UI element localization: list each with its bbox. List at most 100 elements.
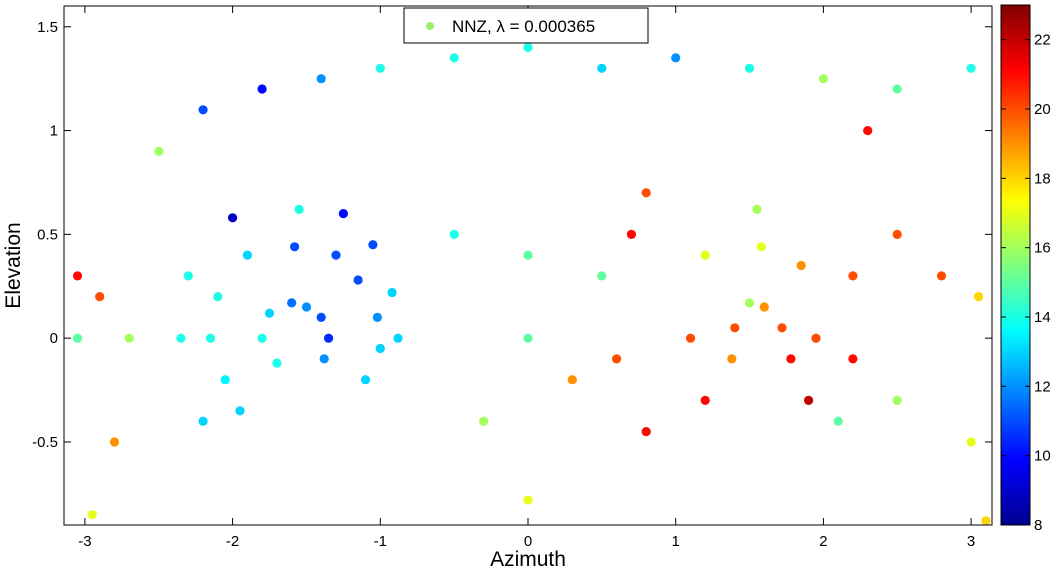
data-point bbox=[124, 333, 134, 343]
data-point bbox=[523, 495, 533, 505]
data-point bbox=[72, 333, 83, 343]
data-point bbox=[804, 395, 814, 405]
y-tick-label: 1 bbox=[50, 123, 58, 140]
y-tick-label: 0.5 bbox=[37, 226, 58, 243]
data-point bbox=[479, 416, 489, 426]
data-point bbox=[796, 260, 806, 271]
data-point bbox=[892, 229, 902, 239]
data-point bbox=[393, 333, 403, 343]
data-point bbox=[290, 242, 300, 252]
data-point bbox=[567, 375, 577, 385]
data-point bbox=[892, 84, 902, 94]
data-point bbox=[387, 287, 397, 298]
data-point bbox=[449, 229, 459, 239]
data-point bbox=[338, 209, 348, 219]
data-point bbox=[777, 323, 787, 333]
colorbar-tick-label: 8 bbox=[1034, 517, 1042, 534]
data-point bbox=[523, 42, 533, 53]
data-point bbox=[109, 437, 120, 447]
data-point bbox=[316, 312, 326, 322]
data-point bbox=[242, 250, 252, 260]
data-point bbox=[375, 63, 385, 73]
data-point bbox=[87, 509, 97, 520]
data-point bbox=[331, 250, 341, 260]
data-point bbox=[744, 298, 755, 308]
data-point bbox=[936, 271, 947, 281]
data-point bbox=[523, 333, 533, 343]
colorbar-tick-label: 16 bbox=[1034, 240, 1051, 257]
data-point bbox=[752, 204, 762, 214]
data-point bbox=[176, 333, 186, 343]
data-point bbox=[892, 395, 902, 405]
x-axis: -3 -2 -1 0 1 2 3 bbox=[78, 6, 975, 550]
colorbar: 8 10 12 14 16 18 20 22 bbox=[1000, 4, 1051, 534]
data-point bbox=[213, 292, 223, 302]
y-tick-label: 1.5 bbox=[37, 19, 58, 36]
data-point bbox=[154, 146, 164, 156]
data-point bbox=[294, 204, 304, 214]
data-point bbox=[685, 333, 696, 343]
y-tick-label: 0 bbox=[50, 330, 58, 347]
data-point bbox=[205, 333, 216, 343]
data-point bbox=[966, 437, 976, 447]
colorbar-gradient bbox=[1000, 4, 1031, 526]
data-point bbox=[966, 63, 976, 73]
colorbar-tick-label: 12 bbox=[1034, 378, 1051, 395]
data-point bbox=[641, 188, 651, 198]
data-point bbox=[981, 516, 991, 526]
data-point bbox=[228, 213, 238, 223]
data-point bbox=[523, 250, 533, 260]
colorbar-tick-label: 22 bbox=[1034, 32, 1051, 49]
data-point bbox=[612, 354, 622, 364]
data-point bbox=[449, 53, 459, 63]
data-point bbox=[198, 105, 208, 115]
data-point bbox=[744, 63, 755, 73]
data-point bbox=[257, 84, 267, 94]
data-point bbox=[272, 358, 282, 368]
colorbar-ticks: 8 10 12 14 16 18 20 22 bbox=[1001, 32, 1051, 534]
x-tick-label: 0 bbox=[524, 533, 532, 550]
data-point bbox=[671, 53, 681, 63]
x-tick-label: 3 bbox=[967, 533, 975, 550]
data-point bbox=[973, 292, 984, 302]
data-point bbox=[700, 395, 710, 405]
data-point bbox=[811, 333, 821, 343]
data-point bbox=[700, 250, 710, 260]
data-point bbox=[863, 126, 873, 136]
data-point bbox=[368, 240, 378, 250]
data-point bbox=[626, 229, 637, 239]
x-axis-label: Azimuth bbox=[490, 548, 566, 571]
data-points bbox=[72, 42, 991, 526]
data-point bbox=[353, 275, 363, 285]
data-point bbox=[220, 375, 230, 385]
data-point bbox=[264, 308, 275, 318]
plot-area bbox=[63, 5, 993, 526]
data-point bbox=[235, 406, 245, 416]
data-point bbox=[375, 343, 385, 354]
colorbar-tick-label: 20 bbox=[1034, 101, 1051, 118]
x-tick-label: -2 bbox=[226, 533, 239, 550]
colorbar-tick-label: 10 bbox=[1034, 448, 1051, 465]
data-point bbox=[319, 354, 329, 364]
legend-marker bbox=[426, 22, 434, 30]
data-point bbox=[316, 74, 326, 84]
data-point bbox=[183, 271, 193, 281]
y-tick-label: -0.5 bbox=[32, 434, 58, 451]
data-point bbox=[759, 302, 769, 312]
y-axis: -0.5 0 0.5 1 1.5 bbox=[32, 19, 992, 451]
x-tick-label: 1 bbox=[672, 533, 680, 550]
data-point bbox=[72, 271, 83, 281]
legend-box bbox=[403, 7, 649, 44]
data-point bbox=[324, 333, 334, 343]
data-point bbox=[597, 271, 607, 281]
data-point bbox=[848, 354, 858, 364]
colorbar-tick-label: 18 bbox=[1034, 170, 1051, 187]
data-point bbox=[287, 298, 297, 308]
x-tick-label: 2 bbox=[819, 533, 827, 550]
data-point bbox=[641, 427, 651, 437]
data-point bbox=[818, 74, 829, 84]
data-point bbox=[727, 354, 737, 364]
data-point bbox=[730, 323, 740, 333]
x-tick-label: -1 bbox=[374, 533, 387, 550]
